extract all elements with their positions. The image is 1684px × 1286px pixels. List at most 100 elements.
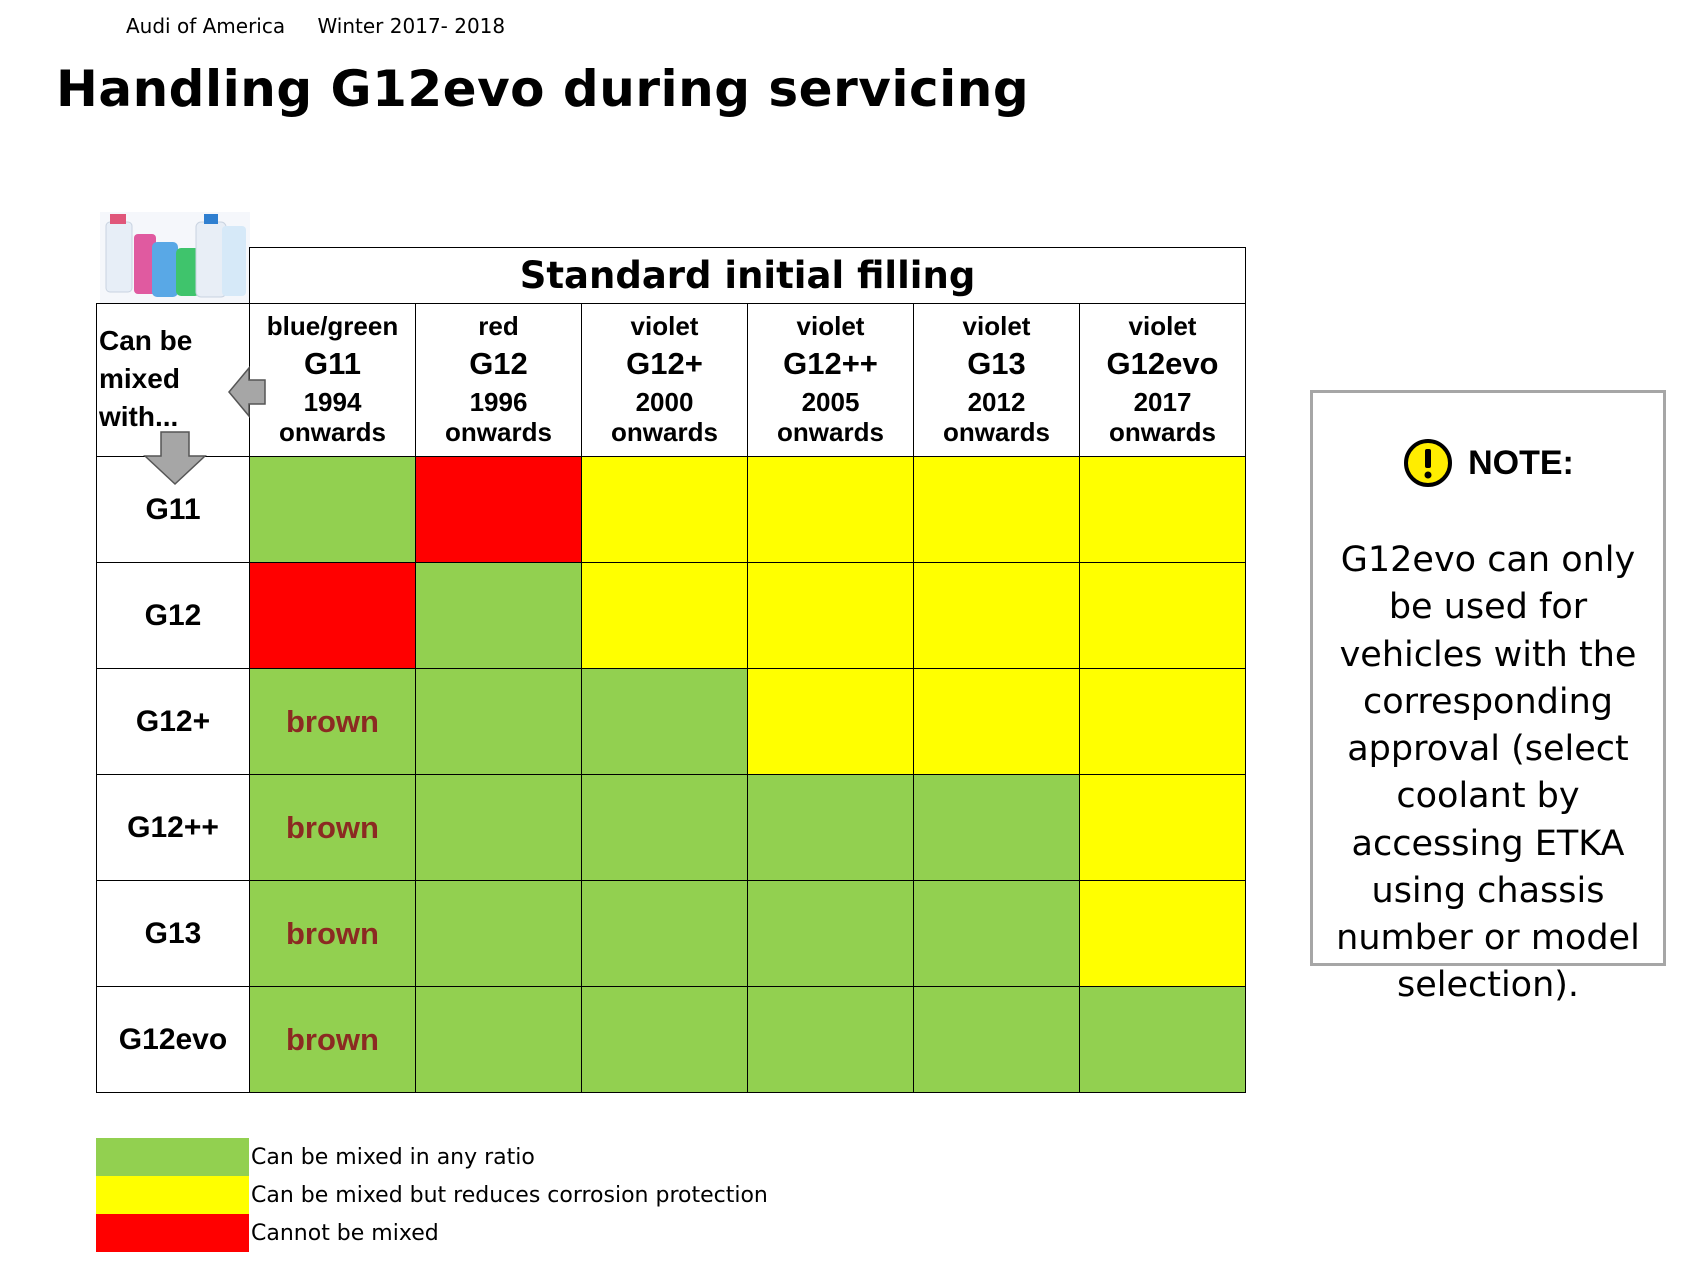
corner-label: Can be mixed with... [99, 325, 193, 433]
column-header: violet G12+ 2000 onwards [581, 303, 748, 457]
column-year: 2000 [635, 386, 694, 417]
blank-corner [97, 248, 250, 304]
mix-cell: brown [249, 880, 416, 987]
exclamation-icon [1404, 439, 1453, 487]
note-title: NOTE: [1468, 443, 1574, 482]
table-row: G11 [96, 456, 1246, 563]
mix-cell [415, 880, 582, 987]
mix-cell [415, 456, 582, 563]
legend-item: Cannot be mixed [96, 1214, 768, 1252]
mix-cell [249, 562, 416, 669]
note-header: NOTE: [1313, 437, 1663, 489]
season-label: Winter 2017- 2018 [317, 14, 506, 38]
column-header: violet G13 2012 onwards [913, 303, 1080, 457]
column-color: violet [796, 311, 865, 342]
legend-label: Can be mixed in any ratio [251, 1144, 535, 1170]
mix-cell [1079, 562, 1246, 669]
mix-cell [913, 880, 1080, 987]
column-header: red G12 1996 onwards [415, 303, 582, 457]
mix-cell [913, 774, 1080, 881]
column-name: G12++ [783, 346, 878, 382]
column-onwards: onwards [1109, 416, 1216, 447]
mix-cell [415, 668, 582, 775]
banner-row: Standard initial filling [97, 247, 1246, 304]
mix-cell [1079, 986, 1246, 1093]
legend-item: Can be mixed but reduces corrosion prote… [96, 1176, 768, 1214]
table-row: G12evo brown [96, 986, 1246, 1093]
table-row: G12 [96, 562, 1246, 669]
column-onwards: onwards [611, 416, 718, 447]
legend: Can be mixed in any ratio Can be mixed bu… [96, 1138, 768, 1252]
arrow-left-icon [228, 365, 266, 419]
mix-cell [747, 986, 914, 1093]
column-onwards: onwards [943, 416, 1050, 447]
mix-cell [747, 774, 914, 881]
column-color: violet [630, 311, 699, 342]
column-year: 2012 [967, 386, 1026, 417]
legend-item: Can be mixed in any ratio [96, 1138, 768, 1176]
legend-label: Can be mixed but reduces corrosion prote… [251, 1182, 768, 1208]
mix-cell [913, 562, 1080, 669]
mix-cell [249, 456, 416, 563]
coolant-bottles-image [100, 212, 250, 304]
note-box: NOTE: G12evo can only be used for vehicl… [1310, 390, 1666, 1005]
column-color: violet [1128, 311, 1197, 342]
row-header: G12+ [96, 668, 250, 775]
column-name: G13 [967, 346, 1026, 382]
column-onwards: onwards [777, 416, 884, 447]
column-onwards: onwards [279, 416, 386, 447]
mix-cell [581, 668, 748, 775]
column-color: violet [962, 311, 1031, 342]
legend-swatch [96, 1214, 249, 1252]
mix-cell [581, 562, 748, 669]
column-year: 1996 [469, 386, 528, 417]
column-header: violet G12evo 2017 onwards [1079, 303, 1246, 457]
column-header-row: Can be mixed with... blue/green G11 1994 onw… [96, 303, 1246, 486]
mix-cell: brown [249, 668, 416, 775]
row-header: G12evo [96, 986, 250, 1093]
org-name: Audi of America [126, 14, 286, 38]
column-onwards: onwards [445, 416, 552, 447]
column-year: 2005 [801, 386, 860, 417]
column-name: G12 [469, 346, 528, 382]
column-name: G11 [304, 346, 361, 382]
column-name: G12+ [626, 346, 703, 382]
mix-cell [1079, 668, 1246, 775]
column-header: violet G12++ 2005 onwards [747, 303, 914, 457]
mix-cell [913, 668, 1080, 775]
column-name: G12evo [1106, 346, 1219, 382]
page-title: Handling G12evo during servicing [56, 60, 1030, 118]
mix-cell [1079, 880, 1246, 987]
legend-label: Cannot be mixed [251, 1220, 439, 1246]
mix-cell [913, 986, 1080, 1093]
row-header: G12++ [96, 774, 250, 881]
table-banner: Standard initial filling [249, 247, 1246, 304]
mix-cell [913, 456, 1080, 563]
mix-cell [747, 456, 914, 563]
mix-cell [415, 986, 582, 1093]
note-body: G12evo can only be used for vehicles wit… [1336, 540, 1640, 1006]
mix-cell [747, 880, 914, 987]
column-header: blue/green G11 1994 onwards [249, 303, 416, 457]
mix-cell [415, 774, 582, 881]
column-year: 1994 [303, 386, 362, 417]
column-year: 2017 [1133, 386, 1192, 417]
mix-cell [1079, 456, 1246, 563]
mix-cell [581, 456, 748, 563]
mix-cell [747, 562, 914, 669]
legend-swatch [96, 1138, 249, 1176]
mix-cell [415, 562, 582, 669]
corner-cell: Can be mixed with... [96, 303, 266, 486]
mix-cell [581, 774, 748, 881]
mix-cell: brown [249, 986, 416, 1093]
row-header: G13 [96, 880, 250, 987]
table-row: G13 brown [96, 880, 1246, 987]
table-row: G12++ brown [96, 774, 1246, 881]
mix-cell: brown [249, 774, 416, 881]
legend-swatch [96, 1176, 249, 1214]
mix-cell [581, 880, 748, 987]
row-header: G12 [96, 562, 250, 669]
mix-cell [1079, 774, 1246, 881]
coolant-mixing-table: Standard initial filling Can be mixed wit… [96, 247, 1246, 1093]
column-color: blue/green [266, 311, 399, 342]
